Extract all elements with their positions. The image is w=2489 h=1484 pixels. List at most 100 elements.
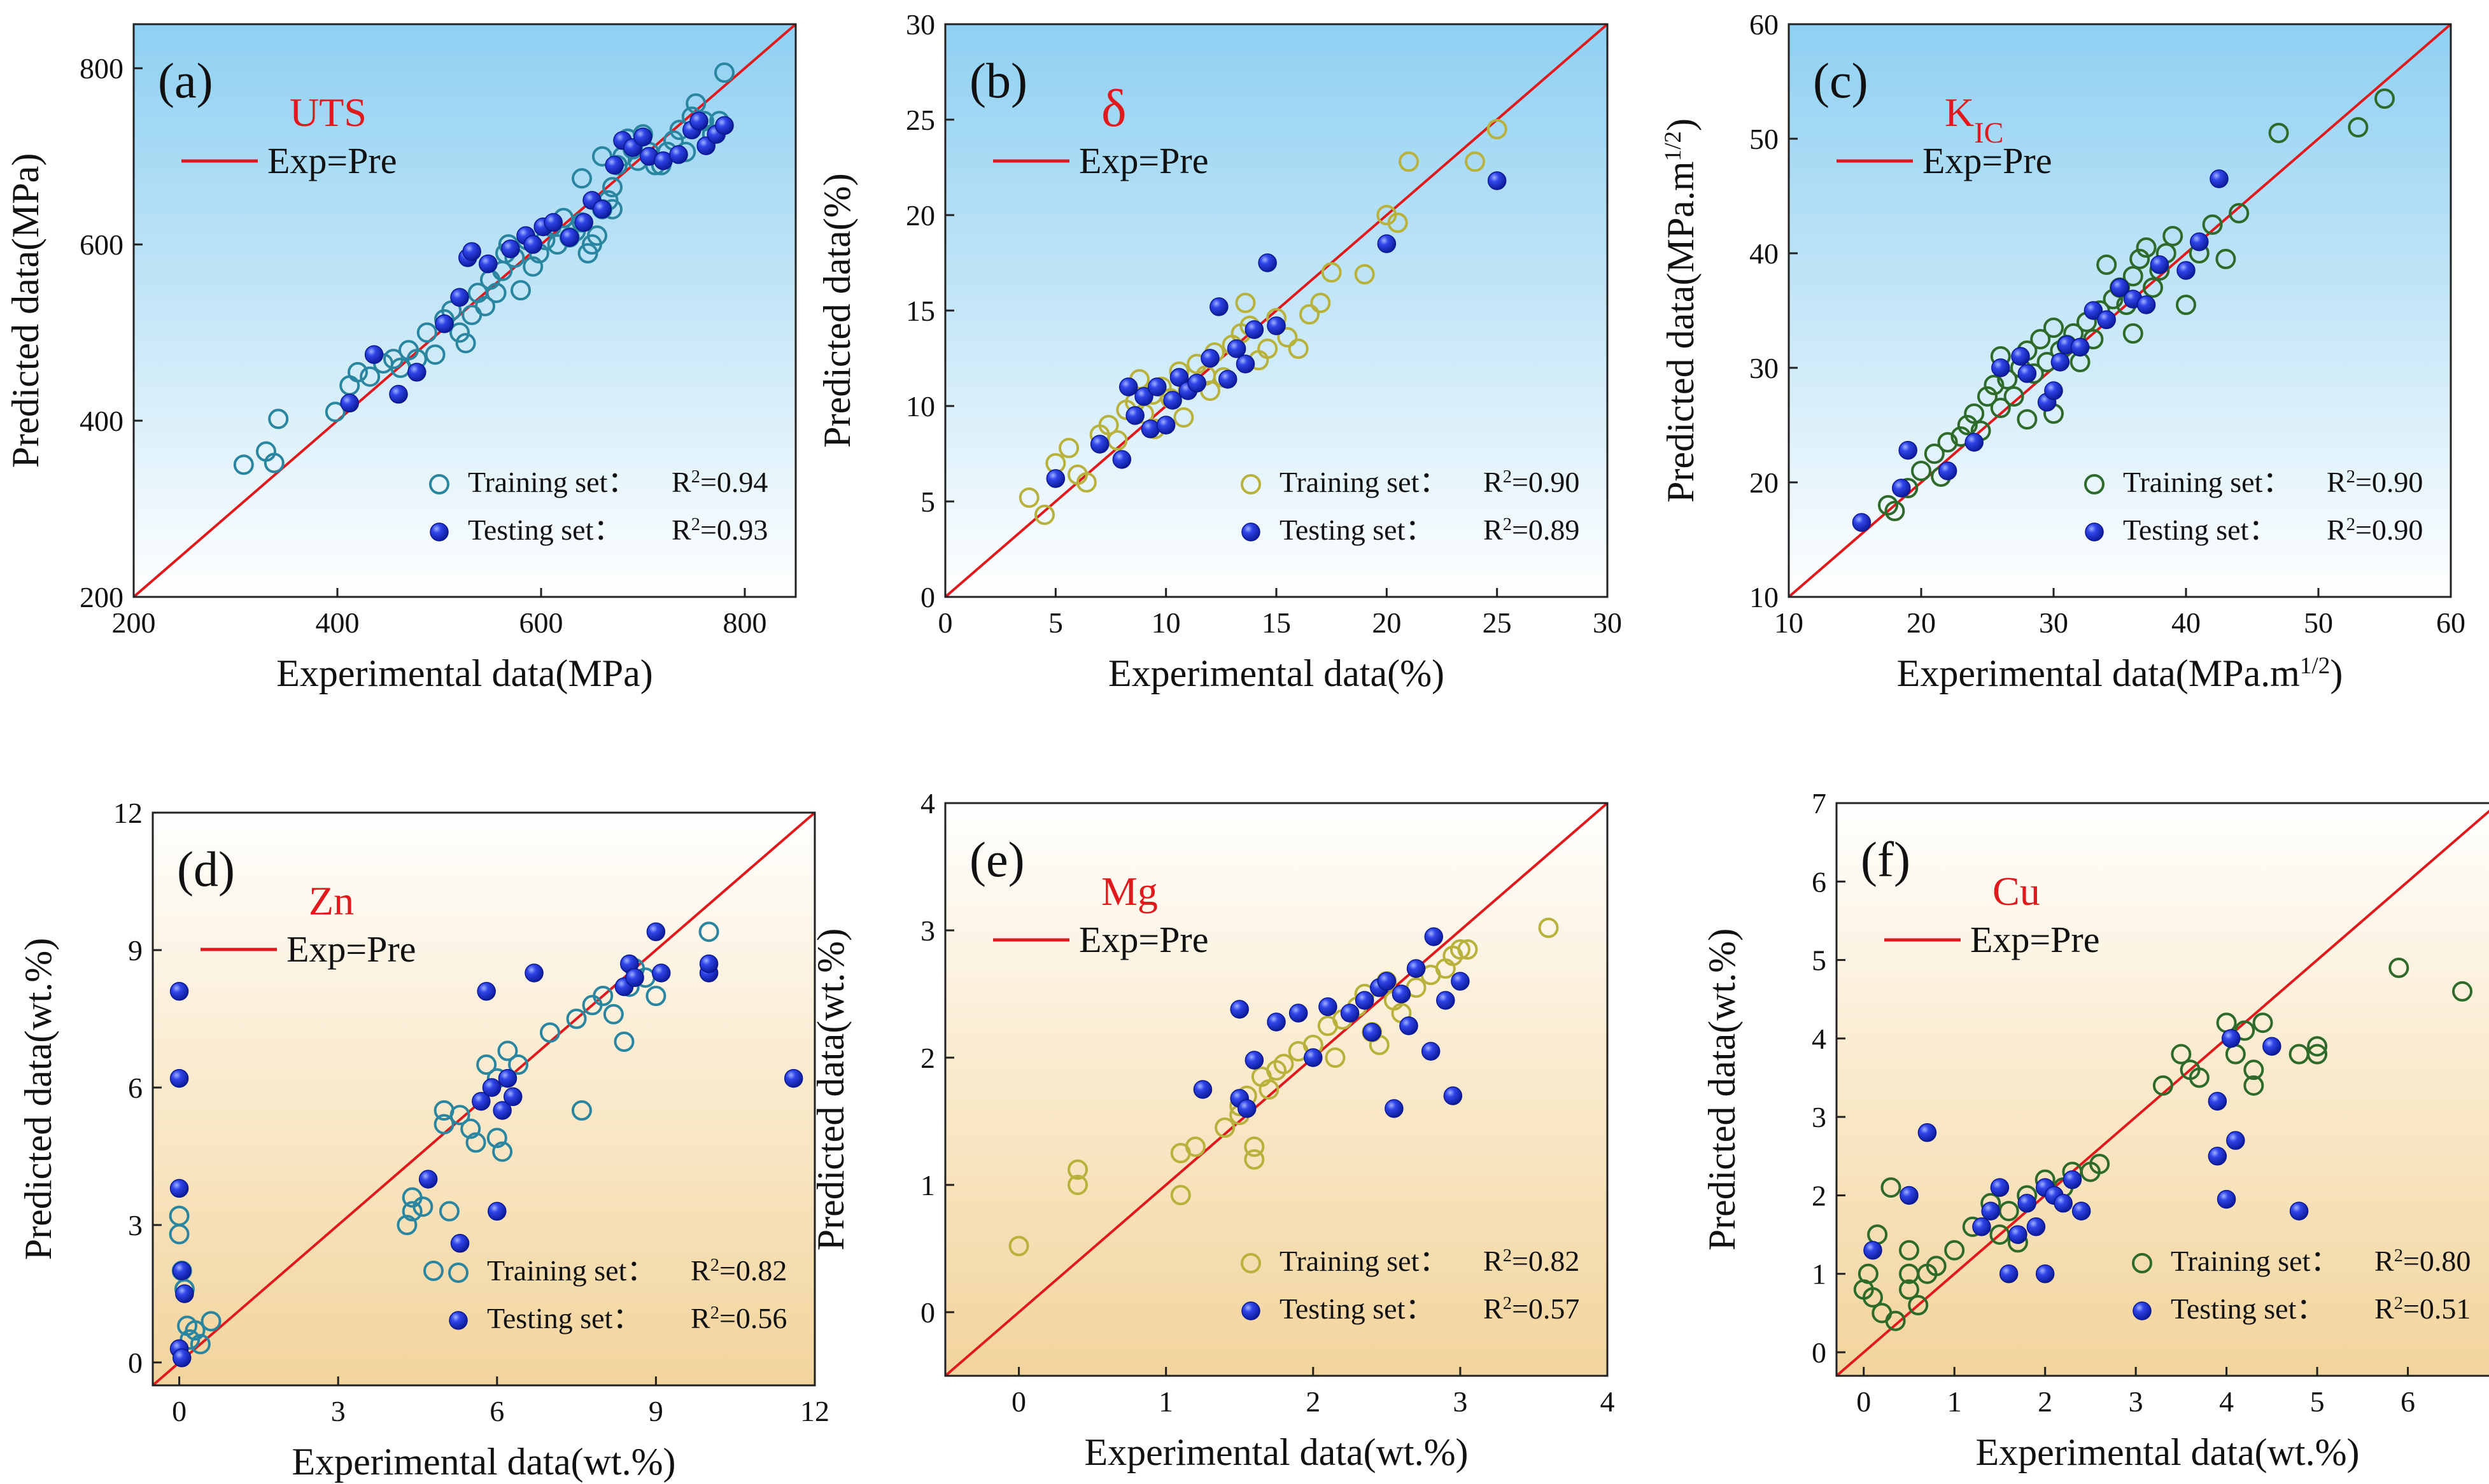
legend-testing-marker — [430, 522, 449, 542]
training-point — [1244, 1137, 1265, 1157]
legend-training-r2-part: 2 — [1503, 467, 1512, 487]
testing-point — [1399, 1016, 1418, 1035]
training-point — [645, 986, 666, 1006]
testing-point — [523, 235, 542, 254]
panel-label: (d) — [177, 841, 235, 897]
testing-point — [2262, 1037, 2281, 1056]
training-point — [714, 62, 735, 83]
legend-training-r2-part: =0.90 — [2355, 466, 2423, 498]
y-tick-label: 5 — [920, 486, 935, 518]
testing-point — [2208, 1147, 2227, 1166]
chart-title-part: Cu — [1992, 869, 2040, 914]
testing-point — [1304, 1048, 1323, 1067]
legend-training-label: Training set： — [487, 1254, 656, 1287]
legend-testing-label: Testing set： — [1280, 1292, 1434, 1325]
training-point — [1215, 1117, 1236, 1138]
x-axis-label: Experimental data(MPa.m1/2) — [1897, 652, 2343, 694]
training-point — [1937, 432, 1958, 452]
testing-point — [2084, 301, 2103, 320]
training-point — [2252, 1012, 2273, 1033]
testing-point — [2136, 295, 2156, 314]
training-point — [1457, 939, 1478, 960]
y-axis-label: Predicted data(wt.%) — [17, 938, 59, 1260]
training-point — [1957, 415, 1978, 435]
testing-point — [169, 982, 189, 1001]
x-tick-label: 30 — [2039, 606, 2068, 639]
testing-point — [1267, 1012, 1286, 1032]
testing-point — [173, 1261, 192, 1280]
training-point — [492, 1141, 513, 1162]
testing-point — [1863, 1240, 1882, 1260]
y-axis-label-part: Predicted data(wt.%) — [1701, 928, 1743, 1250]
testing-point — [1118, 377, 1138, 396]
x-tick-label: 5 — [1048, 606, 1063, 639]
training-point — [1908, 1295, 1929, 1316]
legend-testing-r2-part: 2 — [710, 1303, 719, 1323]
x-tick-label: 12 — [800, 1395, 829, 1427]
legend-testing-r2-part: 2 — [2346, 515, 2355, 535]
legend-training-r2-part: R — [672, 466, 691, 498]
training-point — [402, 1201, 423, 1222]
training-point — [1862, 1287, 1883, 1308]
legend-training-r2-part: 2 — [1503, 1246, 1512, 1266]
x-tick-label: 60 — [2436, 606, 2465, 639]
legend-training-marker — [429, 474, 449, 494]
testing-point — [2289, 1201, 2309, 1221]
legend-training-r2-part: 2 — [2394, 1246, 2403, 1266]
y-tick-label: 30 — [906, 8, 935, 41]
testing-point — [1209, 297, 1229, 316]
training-point — [1259, 1079, 1280, 1100]
y-axis-label: Predicted data(%) — [816, 173, 858, 447]
testing-point — [1981, 1201, 2000, 1221]
training-point — [1924, 444, 1945, 464]
training-point — [2202, 214, 2223, 235]
testing-point — [493, 1101, 512, 1120]
plot-content — [945, 803, 1607, 1376]
y-tick-label: 5 — [1812, 944, 1826, 977]
x-axis-label-part: Experimental data(MPa) — [276, 652, 652, 694]
legend-testing-marker — [2133, 1301, 2152, 1320]
chart-title: δ — [1101, 79, 1127, 138]
training-point — [185, 1320, 206, 1341]
x-axis-label: Experimental data(MPa) — [276, 652, 652, 694]
y-tick-label: 30 — [1749, 352, 1779, 384]
training-point — [1068, 1159, 1088, 1180]
legend-line-label: Exp=Pre — [267, 140, 397, 181]
panel-label: (c) — [1813, 53, 1868, 108]
training-point — [523, 256, 544, 277]
testing-point — [2210, 169, 2229, 188]
training-point — [1068, 1175, 1088, 1195]
testing-point — [1964, 433, 1984, 452]
training-point — [511, 280, 531, 301]
testing-point — [479, 254, 498, 274]
chart-title-part: Mg — [1101, 869, 1158, 914]
legend-training-r2-part: R — [2374, 1245, 2394, 1277]
testing-point — [1999, 1264, 2019, 1284]
y-axis-label-part: Predicted data(MPa.m — [1660, 162, 1702, 503]
x-tick-label: 800 — [723, 606, 767, 639]
legend-testing-r2-part: R — [1483, 1292, 1503, 1325]
training-point — [1977, 386, 1998, 407]
training-point — [1173, 407, 1194, 428]
legend-testing-r2-part: R — [1483, 514, 1503, 546]
testing-point — [633, 127, 652, 146]
testing-point — [1201, 349, 1220, 368]
testing-point — [501, 239, 520, 258]
y-tick-label: 3 — [128, 1209, 143, 1242]
y-tick-label: 10 — [1749, 581, 1779, 613]
testing-point — [1392, 984, 1411, 1004]
training-point — [2243, 1075, 2264, 1096]
training-point — [1299, 304, 1320, 325]
testing-point — [2217, 1189, 2236, 1209]
y-tick-label: 9 — [128, 934, 143, 967]
y-tick-label: 40 — [1749, 237, 1779, 270]
y-tick-label: 2 — [1812, 1179, 1826, 1212]
legend-testing-r2-part: =0.89 — [1512, 514, 1579, 546]
plot-content — [1789, 24, 2451, 597]
training-point — [602, 177, 623, 198]
training-point — [201, 1311, 222, 1332]
legend-training-label: Training set： — [468, 466, 637, 498]
y-tick-label: 2 — [920, 1042, 935, 1074]
testing-point — [715, 116, 734, 135]
legend-training-r2: R2=0.90 — [1483, 466, 1579, 498]
